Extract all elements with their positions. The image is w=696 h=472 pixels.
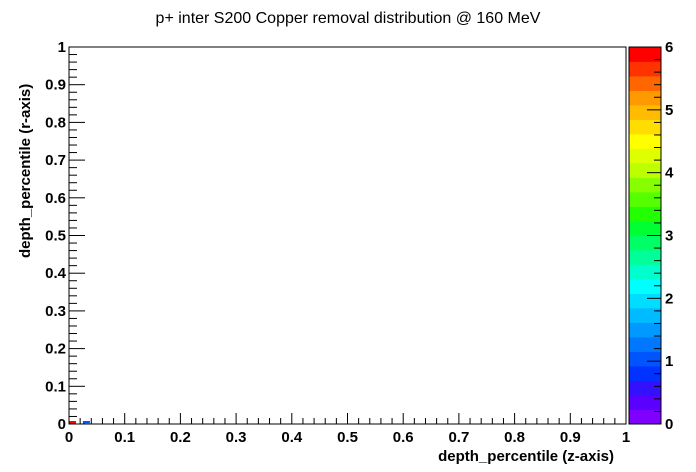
x-tick-label: 0.5 [337,429,358,446]
x-tick-label: 0.4 [281,429,303,446]
color-scale-label: 1 [665,353,673,370]
color-scale-segment [629,105,661,120]
color-scale-segment [629,163,661,178]
color-scale-segment [629,395,661,410]
color-scale-segment [629,177,661,193]
color-scale-segment [629,380,661,396]
x-tick-label: 0 [65,429,73,446]
color-scale-label: 3 [665,228,673,245]
color-scale-segment [629,47,661,62]
color-scale-segment [629,76,661,91]
x-tick-label: 0.8 [504,429,525,446]
y-tick-label: 0.2 [45,341,66,358]
color-scale-segment [629,61,661,77]
color-scale-label: 0 [665,416,673,433]
x-tick-label: 0.2 [170,429,191,446]
x-axis: 0 0.1 0.2 0.3 0.4 0.5 0.6 0.7 0.8 0.9 1 [65,413,630,446]
x-tick-label: 0.3 [226,429,247,446]
color-scale-segment [629,279,661,294]
heatmap-cell [82,420,90,424]
color-scale-bar: 0 1 2 3 4 5 6 [628,39,674,433]
color-scale-segment [629,293,661,309]
x-tick-label: 0.6 [393,429,414,446]
y-tick-label: 0.1 [45,378,66,395]
x-axis-title: depth_percentile (z-axis) [438,448,614,465]
color-scale-segment [629,337,661,352]
color-scale-segment [629,206,661,222]
color-scale-segment [629,264,661,280]
color-scale-segment [629,351,661,367]
y-tick-label: 0.4 [45,265,67,282]
x-tick-label: 1 [622,429,630,446]
color-scale-segment [629,119,661,135]
y-tick-label: 0.7 [45,152,66,169]
color-scale-segment [629,366,661,381]
color-scale-segment [629,235,661,251]
color-scale-label: 4 [665,165,674,182]
color-scale-segment [629,308,661,323]
color-scale-segment [629,90,661,106]
y-tick-label: 0 [58,416,66,433]
x-tick-label: 0.7 [448,429,469,446]
y-tick-label: 0.5 [45,228,66,245]
plot-frame [68,46,627,425]
heatmap-cell [69,420,76,424]
color-scale-segment [629,192,661,207]
y-tick-label: 0.3 [45,303,66,320]
y-axis-title: depth_percentile (r-axis) [17,84,34,258]
y-axis: 0 0.1 0.2 0.3 0.4 0.5 0.6 0.7 0.8 0.9 1 [45,39,85,433]
x-tick-label: 0.9 [560,429,581,446]
y-tick-label: 0.8 [45,114,66,131]
color-scale-segment [629,409,661,425]
chart-title: p+ inter S200 Copper removal distributio… [156,10,541,27]
color-scale-segment [629,134,661,149]
color-scale-segment [629,221,661,236]
color-scale-label: 2 [665,290,673,307]
heatmap-cells [69,420,90,424]
y-tick-label: 0.9 [45,77,66,94]
color-scale-segment [629,148,661,164]
color-scale-label: 6 [665,39,673,56]
x-tick-label: 0.1 [114,429,135,446]
y-tick-label: 1 [58,39,66,56]
color-scale-label: 5 [665,102,673,119]
color-scale-segment [629,322,661,338]
color-scale-segment [629,250,661,265]
y-tick-label: 0.6 [45,190,66,207]
